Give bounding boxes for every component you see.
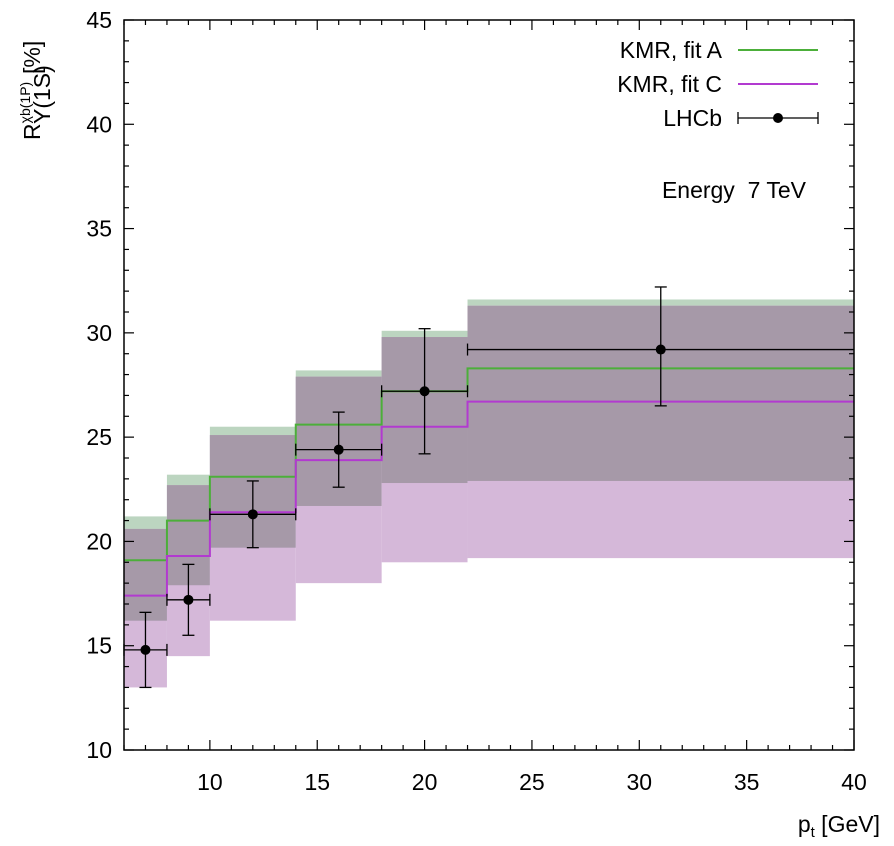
y-tick-label: 20 xyxy=(86,528,112,554)
legend-label-fit-a: KMR, fit A xyxy=(620,37,723,63)
energy-annotation: Energy 7 TeV xyxy=(662,177,807,203)
y-tick-label: 45 xyxy=(86,7,112,33)
y-tick-label: 25 xyxy=(86,424,112,450)
legend: KMR, fit A KMR, fit C LHCb xyxy=(617,37,819,131)
x-axis-title: pt [GeV] xyxy=(798,811,880,841)
lhcb-point-4 xyxy=(380,328,469,455)
x-tick-label: 15 xyxy=(304,769,330,795)
svg-text:Rχb(1P): Rχb(1P) xyxy=(17,82,45,140)
svg-text:[%]: [%] xyxy=(19,41,45,74)
x-tick-label: 10 xyxy=(197,769,223,795)
y-tick-label: 10 xyxy=(86,737,112,763)
lhcb-point-3 xyxy=(295,411,383,488)
band-overlap-bin-0 xyxy=(124,528,167,621)
y-tick-label: 15 xyxy=(86,633,112,659)
legend-marker-lhcb xyxy=(737,112,819,124)
line-fit-c xyxy=(124,400,854,597)
x-tick-label: 25 xyxy=(519,769,545,795)
svg-text:Υ(1S): Υ(1S) xyxy=(29,65,55,124)
y-axis-title: Rχb(1P) Υ(1S) [%] xyxy=(17,41,55,140)
axis-ticks: 10 15 20 25 30 35 40 45 10 15 20 25 30 35 40 xyxy=(86,7,866,795)
legend-label-lhcb: LHCb xyxy=(663,105,722,131)
y-tick-label: 35 xyxy=(86,216,112,242)
x-tick-label: 20 xyxy=(412,769,438,795)
x-tick-label: 30 xyxy=(626,769,652,795)
y-tick-label: 40 xyxy=(86,111,112,137)
lhcb-point-1 xyxy=(166,563,211,636)
y-tick-label: 30 xyxy=(86,320,112,346)
legend-label-fit-c: KMR, fit C xyxy=(617,71,722,97)
plot-frame xyxy=(123,19,855,751)
lhcb-point-5 xyxy=(466,286,854,407)
lhcb-points xyxy=(123,286,854,689)
lhcb-point-2 xyxy=(209,480,297,549)
x-tick-label: 40 xyxy=(841,769,867,795)
x-tick-label: 35 xyxy=(734,769,760,795)
